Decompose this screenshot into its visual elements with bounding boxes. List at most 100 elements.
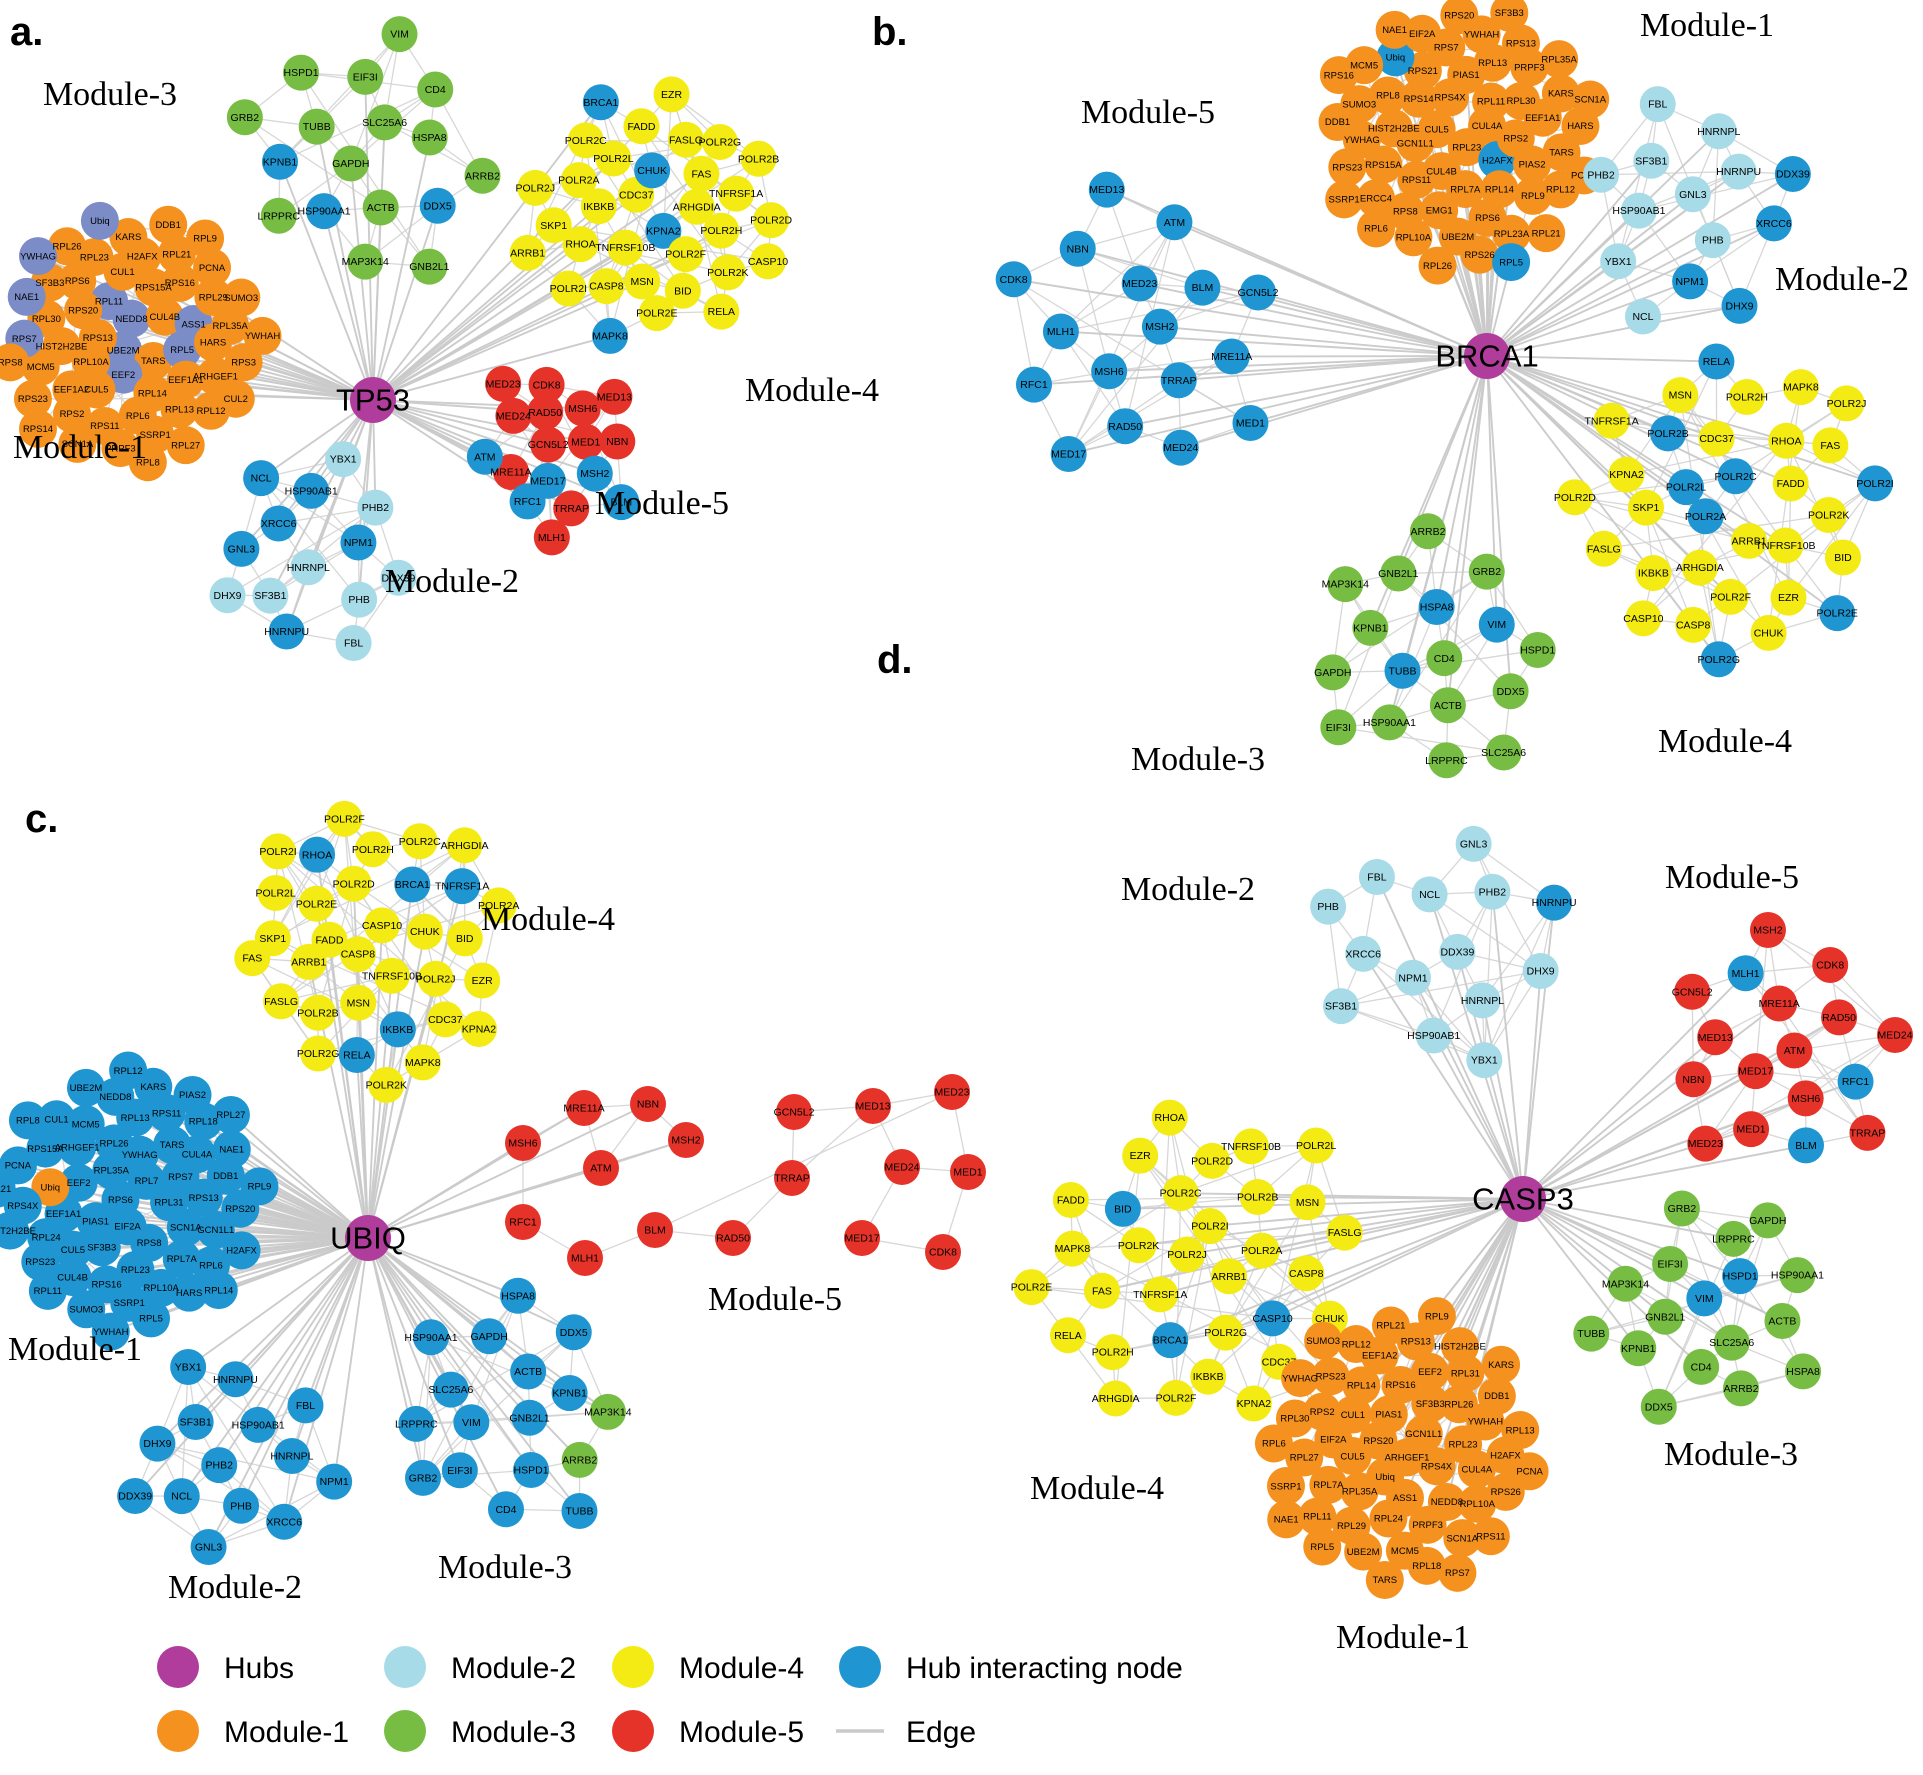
hub-edge bbox=[134, 1237, 369, 1497]
protein-node-label: CD4 bbox=[1691, 1361, 1712, 1373]
labels-layer-c: Module-4 Module-1 Module-5 Module-2 Module-3… bbox=[8, 797, 842, 1606]
protein-node-SCN1A bbox=[1443, 1519, 1482, 1558]
hub-edge bbox=[372, 243, 582, 401]
protein-node-POLR2E bbox=[1013, 1269, 1050, 1306]
protein-node-label: RPL10A bbox=[143, 1283, 179, 1294]
protein-node-label: PIAS1 bbox=[1375, 1410, 1402, 1421]
protein-node-label: H2AFX bbox=[127, 252, 158, 263]
protein-node-SKP1 bbox=[1627, 489, 1664, 526]
protein-node-GRB2 bbox=[1663, 1190, 1700, 1227]
protein-node-DDB1 bbox=[1318, 103, 1357, 142]
protein-node-label: VIM bbox=[1487, 619, 1506, 631]
protein-node-label: MAP3K14 bbox=[1322, 579, 1369, 591]
nodes-layer-b: MSH2 MSH6 MED23 TRRAP MLH1 BLM RAD50 NBN MRE11A R… bbox=[995, 0, 1894, 779]
protein-node-POLR2K bbox=[368, 1066, 405, 1103]
protein-node-ACTB bbox=[362, 189, 399, 226]
protein-node-label: CASP10 bbox=[1623, 613, 1663, 625]
legend-item-module-1: Module-1 bbox=[157, 1710, 349, 1752]
protein-node-TUBB bbox=[298, 108, 335, 145]
protein-node-label: SSRP1 bbox=[1329, 195, 1360, 206]
protein-node-SF3B3 bbox=[82, 1228, 121, 1267]
protein-node-BLM bbox=[637, 1212, 673, 1248]
nodes-layer-a: GAPDH SLC25A6 ACTB TUBB HSPA8 HSP90AA1 EIF3I DD… bbox=[0, 16, 793, 661]
protein-node-MSH6 bbox=[1091, 353, 1128, 390]
protein-node-ATM bbox=[583, 1150, 619, 1186]
protein-node-label: HNRNPL bbox=[270, 1451, 313, 1463]
protein-node-label: RFC1 bbox=[1842, 1076, 1870, 1088]
protein-node-BLM bbox=[603, 484, 640, 521]
protein-node-label: RPL11 bbox=[1303, 1512, 1331, 1523]
hub-edge bbox=[1486, 130, 1720, 357]
legend-swatch-circle bbox=[612, 1646, 654, 1688]
protein-node-NPM1 bbox=[1672, 263, 1709, 300]
protein-node-DDB1 bbox=[1477, 1377, 1516, 1416]
hub-edge bbox=[367, 1237, 531, 1419]
protein-node-PCNA bbox=[193, 248, 232, 287]
protein-node-label: RPL30 bbox=[32, 314, 61, 325]
protein-node-label: DHX9 bbox=[214, 590, 242, 602]
hub-edge bbox=[1060, 330, 1488, 357]
protein-node-label: ARRB1 bbox=[1732, 535, 1767, 547]
protein-node-label: SKP1 bbox=[1633, 502, 1660, 514]
hub-edge bbox=[257, 1237, 369, 1426]
protein-node-POLR2C bbox=[1162, 1175, 1199, 1212]
hub-edge bbox=[1522, 1144, 1807, 1200]
protein-node-label: HSPA8 bbox=[501, 1290, 535, 1302]
protein-node-label: MAPK8 bbox=[1783, 382, 1819, 394]
protein-node-label: KPNA2 bbox=[1609, 469, 1644, 481]
protein-node-label: CUL4A bbox=[1472, 121, 1503, 132]
protein-node-label: CASP8 bbox=[341, 949, 376, 961]
protein-node-HSPA8 bbox=[1418, 588, 1455, 625]
protein-node-label: KARS bbox=[140, 1082, 166, 1093]
protein-node-MSH6 bbox=[564, 390, 601, 427]
protein-node-POLR2G bbox=[1207, 1314, 1244, 1351]
protein-node-label: RPL9 bbox=[248, 1182, 272, 1193]
hub-edge bbox=[1486, 355, 1838, 614]
protein-node-label: RPL18 bbox=[1412, 1561, 1441, 1572]
protein-node-label: EIF3I bbox=[1326, 722, 1351, 734]
protein-node-PHB bbox=[1310, 888, 1347, 925]
protein-node-label: POLR2A bbox=[558, 175, 599, 187]
protein-node-HSP90AA1 bbox=[412, 1319, 449, 1356]
protein-node-RPS11 bbox=[1471, 1517, 1510, 1556]
protein-node-label: ATM bbox=[1164, 217, 1185, 229]
protein-node-label: HSP90AA1 bbox=[1771, 1270, 1824, 1282]
protein-node-label: KPNA2 bbox=[1237, 1398, 1272, 1410]
protein-node-MSN bbox=[1289, 1184, 1326, 1221]
protein-node-label: MED23 bbox=[1122, 278, 1157, 290]
module-label-d-module-4: Module-4 bbox=[1030, 1470, 1164, 1507]
protein-node-RPS20 bbox=[1440, 0, 1479, 35]
hub-edge bbox=[1522, 1198, 1666, 1318]
protein-node-label: PHB2 bbox=[362, 502, 390, 514]
protein-node-label: GNL3 bbox=[195, 1542, 223, 1554]
protein-node-SCN1A bbox=[58, 424, 97, 463]
protein-node-label: MSH6 bbox=[1095, 366, 1124, 378]
protein-node-KPNA2 bbox=[645, 212, 682, 249]
protein-node-label: SF3B1 bbox=[180, 1417, 212, 1429]
protein-node-label: MED17 bbox=[844, 1233, 879, 1245]
edge bbox=[600, 101, 664, 232]
protein-node-CUL4A bbox=[178, 1135, 217, 1174]
protein-node-label: CASP10 bbox=[362, 920, 402, 932]
protein-node-DDX39 bbox=[1439, 933, 1476, 970]
protein-node-RPL18 bbox=[1407, 1546, 1446, 1585]
protein-node-label: MED1 bbox=[1736, 1124, 1765, 1136]
hub-edge bbox=[1486, 160, 1653, 357]
protein-node-RPL14 bbox=[199, 1271, 238, 1310]
protein-node-label: HSP90AB1 bbox=[1612, 205, 1665, 217]
protein-node-label: TNFRSF1A bbox=[1133, 1289, 1187, 1301]
protein-node-BRCA1 bbox=[582, 84, 619, 121]
protein-node-label: CUL4B bbox=[149, 312, 180, 323]
protein-node-label: POLR2H bbox=[352, 844, 394, 856]
protein-node-label: RPL26 bbox=[1444, 1399, 1473, 1410]
protein-node-POLR2H bbox=[1728, 378, 1765, 415]
protein-node-label: RPL6 bbox=[1364, 224, 1388, 235]
protein-node-label: POLR2G bbox=[1697, 654, 1740, 666]
protein-node-label: VIM bbox=[462, 1417, 481, 1429]
protein-node-label: PRPF3 bbox=[105, 443, 136, 454]
protein-node-label: EIF3I bbox=[447, 1465, 472, 1477]
protein-node-HNRNPL bbox=[1700, 113, 1737, 150]
protein-node-EIF3I bbox=[347, 58, 384, 95]
protein-node-label: FADD bbox=[1777, 478, 1805, 490]
protein-node-YBX1 bbox=[325, 441, 362, 478]
